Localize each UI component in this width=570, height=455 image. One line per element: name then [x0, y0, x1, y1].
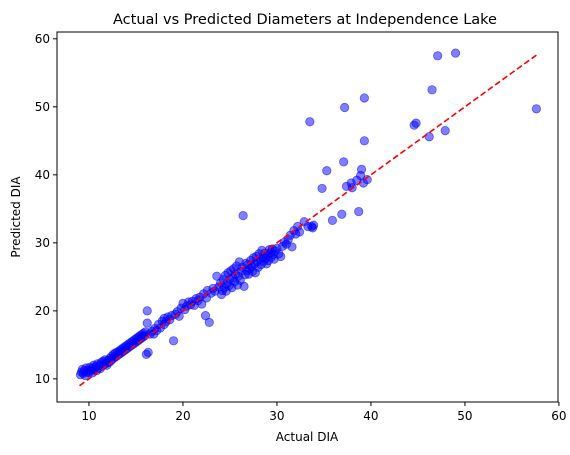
data-point: [143, 347, 153, 357]
y-tick-label: 40: [35, 168, 50, 182]
y-axis-ticks: 10 20 30 40 50 60: [35, 32, 57, 386]
data-point: [440, 126, 450, 136]
data-point: [238, 211, 248, 221]
reference-line: [79, 54, 537, 387]
data-point: [239, 281, 249, 291]
data-point: [294, 227, 305, 237]
data-point: [142, 306, 152, 316]
data-point: [322, 166, 332, 176]
data-point: [168, 336, 179, 346]
data-point: [433, 51, 443, 61]
x-tick-label: 20: [175, 409, 190, 423]
data-point: [309, 220, 319, 230]
y-axis-title: Predicted DIA: [9, 176, 23, 258]
y-tick-label: 30: [35, 236, 50, 250]
data-point: [327, 215, 338, 225]
data-point: [411, 118, 421, 128]
data-point: [204, 317, 214, 328]
x-tick-label: 30: [269, 409, 284, 423]
x-tick-label: 60: [551, 409, 566, 423]
y-tick-label: 60: [35, 32, 50, 46]
x-tick-label: 50: [457, 409, 472, 423]
x-tick-label: 10: [81, 409, 96, 423]
data-point: [339, 157, 349, 167]
data-point: [450, 48, 461, 58]
data-point: [354, 206, 364, 217]
y-tick-label: 10: [35, 372, 50, 386]
y-tick-label: 50: [35, 100, 50, 114]
data-point: [359, 93, 369, 103]
data-point: [356, 164, 367, 174]
x-axis-ticks: 10 20 30 40 50 60: [81, 402, 567, 423]
data-point: [142, 318, 152, 328]
data-point: [276, 251, 286, 262]
data-point: [362, 174, 372, 185]
data-point: [340, 102, 350, 113]
data-point: [531, 104, 541, 114]
data-point: [359, 136, 369, 146]
data-point: [337, 209, 347, 219]
plot-frame: [56, 31, 559, 403]
data-point: [197, 299, 207, 309]
data-point: [305, 117, 315, 127]
data-point: [427, 85, 437, 95]
chart-title: Actual vs Predicted Diameters at Indepen…: [113, 12, 497, 28]
x-tick-label: 40: [363, 409, 378, 423]
data-point: [287, 242, 297, 252]
y-tick-label: 20: [35, 304, 50, 318]
reference-line-layer: [79, 54, 537, 387]
data-point: [317, 183, 327, 194]
x-axis-title: Actual DIA: [276, 430, 339, 444]
